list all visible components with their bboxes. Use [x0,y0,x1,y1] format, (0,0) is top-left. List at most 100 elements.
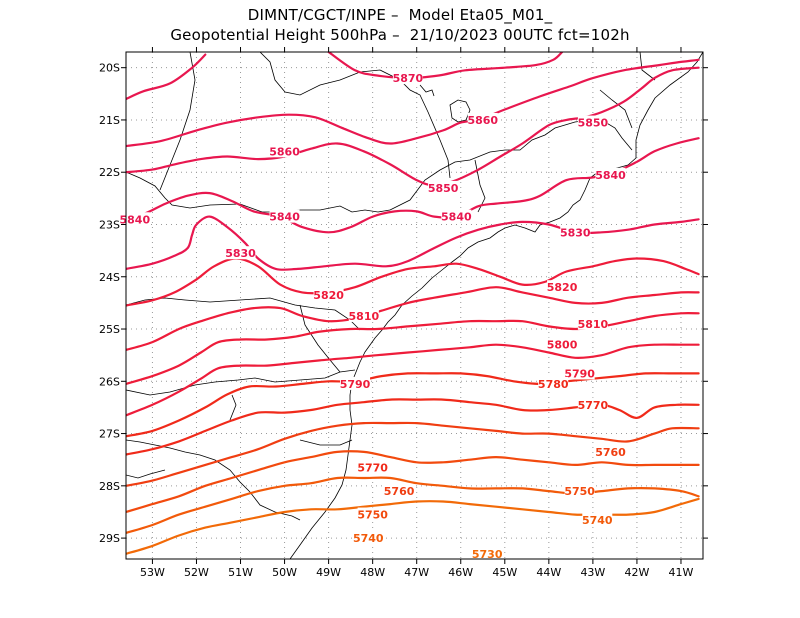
contour-label-bg [353,531,384,545]
contour-label-bg [538,376,569,390]
contour-label-5790: 5790 [564,367,595,380]
contour-label-5760: 5760 [595,446,626,459]
lon-tick-label: 45W [492,566,517,579]
state-border [259,52,451,179]
contour-5760 [126,421,700,487]
coastline [289,52,703,559]
lon-tick-label: 41W [669,566,694,579]
contour-label-5840: 5840 [441,211,472,224]
contour-label-5740: 5740 [353,532,384,545]
lon-tick-label: 48W [360,566,385,579]
contour-5780 [126,372,700,438]
contour-label-bg [340,376,371,390]
state-border [299,439,353,446]
lat-tick-label: 25S [99,323,120,336]
lat-tick-label: 28S [99,480,120,493]
contour-label-5750: 5750 [357,509,388,522]
contour-label-5800: 5800 [547,339,578,352]
contour-label-bg [269,209,300,223]
contour-label-bg [582,512,613,526]
lon-tick-label: 47W [404,566,429,579]
contour-label-bg [560,225,591,239]
contour-5870 [327,52,564,80]
contour-label-5790: 5790 [340,378,371,391]
contour-label-5740: 5740 [582,514,613,527]
contour-5790 [126,343,700,417]
lat-tick-label: 21S [99,114,120,127]
lon-tick-label: 42W [624,566,649,579]
state-border [639,52,656,81]
contour-label-bg [547,280,578,294]
lon-tick-label: 51W [228,566,253,579]
state-border [229,394,237,421]
contour-label-bg [595,167,626,181]
contour-label-bg [357,460,388,474]
lon-tick-label: 52W [184,566,209,579]
lon-tick-label: 44W [536,566,561,579]
lon-tick-label: 43W [580,566,605,579]
contour-labels: 5870 5860 5860 5850 5850 5840 5840 5840 5840 5830… [119,71,626,561]
contour-label-bg [313,288,344,302]
contour-label-5830: 5830 [560,226,591,239]
contour-label-bg [428,180,459,194]
contour-label-5840: 5840 [269,211,300,224]
state-border [159,52,196,191]
contour-label-5810: 5810 [349,310,380,323]
state-border [126,469,166,479]
contour-5870 [126,53,207,101]
contour-label-5850: 5850 [578,117,609,130]
contour-label-5810: 5810 [578,318,609,331]
lat-tick-label: 23S [99,218,120,231]
contour-label-5860: 5860 [467,114,498,127]
contour-label-5820: 5820 [313,289,344,302]
contour-label-bg [119,212,150,226]
contour-label-bg [467,112,498,126]
contour-5750 [126,450,700,514]
contour-label-5850: 5850 [428,182,459,195]
contour-label-bg [392,71,423,85]
contour-label-5730: 5730 [472,548,503,561]
state-border [299,304,341,373]
contour-label-5870: 5870 [393,72,424,85]
contour-5820 [126,257,700,307]
contour-label-5830: 5830 [225,247,256,260]
contour-label-5840: 5840 [119,213,150,226]
contour-label-5820: 5820 [547,281,578,294]
map-frame [125,51,704,560]
contour-label-5860: 5860 [269,145,300,158]
geopotential-contours [126,52,700,555]
contour-label-5760: 5760 [384,485,415,498]
contour-label-5770: 5770 [357,462,388,475]
contour-5770 [126,398,700,456]
lat-tick-label: 29S [99,532,120,545]
title-line-1: DIMNT/CGCT/INPE – Model Eta05_M01_ [247,6,553,24]
contour-label-bg [357,507,388,521]
lon-tick-label: 46W [448,566,473,579]
contour-label-bg [564,484,595,498]
contour-label-5750: 5750 [564,485,595,498]
contour-label-5770: 5770 [578,399,609,412]
contour-label-5840: 5840 [595,169,626,182]
contour-label-bg [577,115,608,129]
title-line-2: Geopotential Height 500hPa – 21/10/2023 … [170,26,630,44]
lat-tick-label: 24S [99,271,120,284]
contour-5810 [126,286,700,351]
state-border [389,119,633,211]
lon-tick-label: 49W [316,566,341,579]
contour-label-bg [547,337,578,351]
axis-ticks: 53W 52W 51W 50W 49W 48W 47W 46W 45W 44W 43W 42W 41W 2… [99,47,708,579]
lat-tick-label: 26S [99,375,120,388]
contour-label-bg [577,316,608,330]
contour-label-5780: 5780 [538,378,569,391]
contour-label-bg [472,546,503,560]
contour-5740 [126,476,700,534]
coastline-and-borders [126,52,703,559]
contour-label-bg [269,144,300,158]
contour-5730 [126,497,700,555]
lat-tick-label: 20S [99,62,120,75]
lat-tick-label: 22S [99,166,120,179]
country-border [126,439,301,521]
contour-label-bg [441,209,472,223]
contour-label-bg [577,397,608,411]
